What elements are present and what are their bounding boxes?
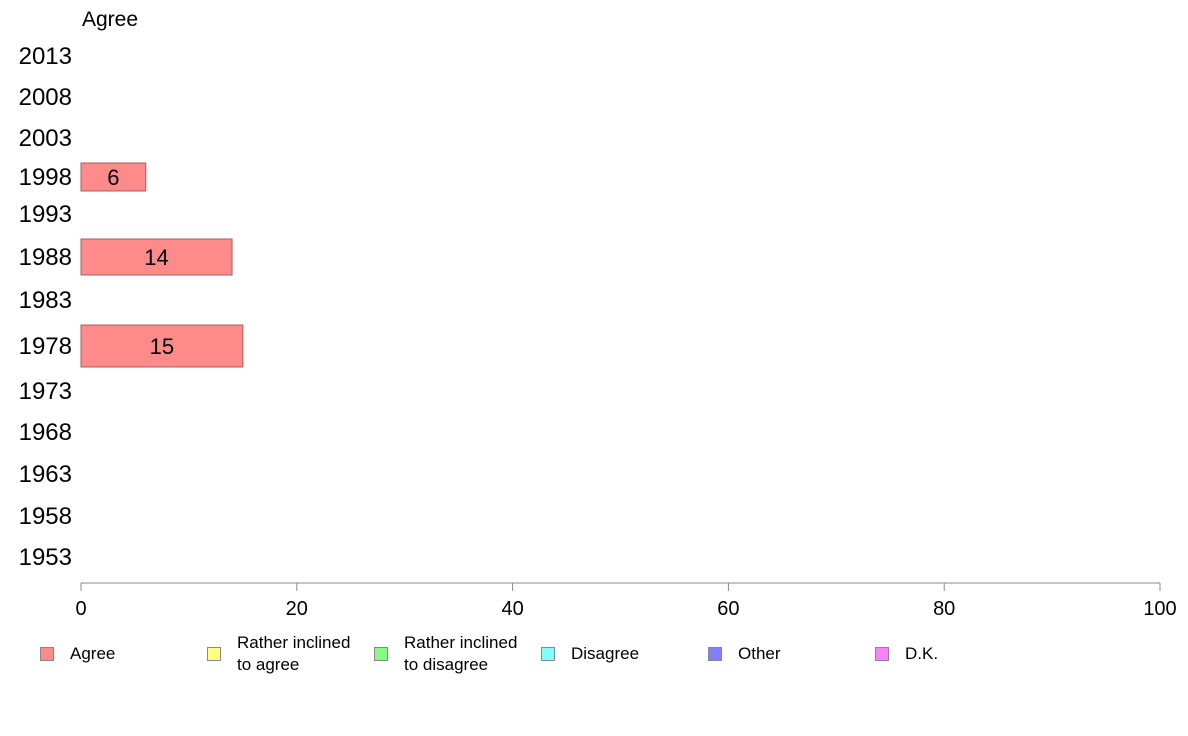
legend-label: Agree [70, 643, 115, 665]
year-label: 1953 [19, 544, 72, 571]
legend: Agree Rather inclined to agree Rather incli… [40, 632, 1160, 682]
legend-swatch [708, 647, 722, 661]
legend-swatch [40, 647, 54, 661]
year-label: 1998 [19, 164, 72, 191]
legend-label-line: Rather inclined [404, 633, 518, 652]
bar-value-label: 15 [150, 334, 174, 359]
x-tick-label: 0 [75, 598, 86, 620]
x-tick-label: 40 [501, 598, 523, 620]
x-tick-label: 60 [717, 598, 739, 620]
legend-label-line: to disagree [404, 655, 489, 674]
legend-label-line: D.K. [905, 644, 939, 663]
legend-item: Disagree [541, 643, 639, 665]
year-label: 1978 [19, 333, 72, 360]
bar-value-label: 6 [107, 165, 119, 190]
legend-swatch [374, 647, 388, 661]
bar-labels: 6 14 15 [107, 165, 174, 359]
bar-value-label: 14 [144, 245, 168, 270]
year-label: 1983 [19, 287, 72, 314]
legend-label: Rather inclined to disagree [404, 632, 517, 676]
legend-label-line: to agree [237, 655, 300, 674]
x-tick-label: 100 [1143, 598, 1176, 620]
bar-1988 [80, 238, 233, 276]
legend-item: D.K. [875, 643, 938, 665]
year-label: 1958 [19, 503, 72, 530]
legend-label: Disagree [571, 643, 639, 665]
legend-label: Rather inclined to agree [237, 632, 350, 676]
bar-chart: Agree 2013 2008 2003 1998 1993 1988 1983 1978 19… [19, 8, 1177, 620]
year-label: 1963 [19, 461, 72, 488]
x-axis-ticks: 0 20 40 60 80 100 [75, 583, 1177, 620]
bars [80, 162, 244, 368]
year-label: 2008 [19, 84, 72, 111]
year-label: 2003 [19, 125, 72, 152]
bar-1978 [80, 324, 244, 368]
year-labels: 2013 2008 2003 1998 1993 1988 1983 1978 1973 1968… [19, 43, 72, 571]
year-label: 1968 [19, 419, 72, 446]
legend-label-line: Disagree [571, 644, 640, 663]
legend-item: Rather inclined to disagree [374, 632, 517, 676]
year-label: 1973 [19, 378, 72, 405]
legend-item: Agree [40, 643, 115, 665]
legend-label-line: Other [738, 644, 781, 663]
legend-swatch [875, 647, 889, 661]
legend-item: Other [708, 643, 781, 665]
legend-swatch [207, 647, 221, 661]
bar-1998 [80, 162, 147, 192]
legend-label-line: Rather inclined [237, 633, 351, 652]
x-tick-label: 80 [933, 598, 955, 620]
legend-label-line: Agree [70, 644, 116, 663]
year-label: 1988 [19, 244, 72, 271]
legend-swatch [541, 647, 555, 661]
year-label: 1993 [19, 201, 72, 228]
legend-item: Rather inclined to agree [207, 632, 350, 676]
x-tick-label: 20 [286, 598, 308, 620]
legend-label: D.K. [905, 643, 938, 665]
chart-header-label: Agree [82, 8, 138, 31]
year-label: 2013 [19, 43, 72, 70]
legend-label: Other [738, 643, 781, 665]
